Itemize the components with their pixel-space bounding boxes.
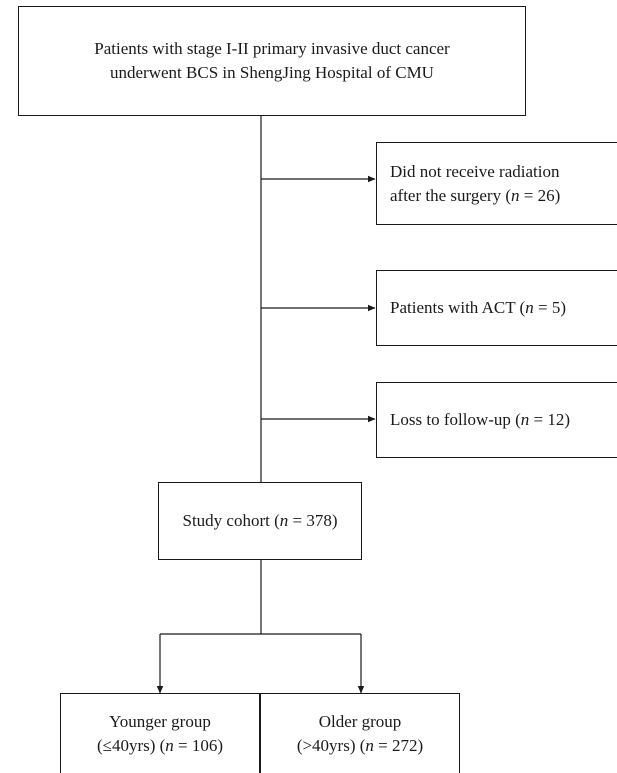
older-group-line-2: (>40yrs) (n = 272) [296,735,424,755]
exclusion-box-act: Patients with ACT (n = 5) [376,270,617,346]
study-cohort-text: Study cohort (n = 378) [182,511,338,530]
younger-group-line-2: (≤40yrs) (n = 106) [96,735,224,755]
top-box-line-2: underwent BCS in ShengJing Hospital of C… [110,63,434,82]
study-cohort-box: Study cohort (n = 378) [158,482,362,560]
exclusion-box-followup: Loss to follow-up (n = 12) [376,382,617,458]
top-box-line-1: Patients with stage I-II primary invasiv… [94,39,450,58]
exclusion-radiation-line-2: after the surgery (n = 26) [390,185,561,205]
older-group-box: Older group (>40yrs) (n = 272) [260,693,460,773]
exclusion-act-text: Patients with ACT (n = 5) [390,298,566,317]
exclusion-followup-text: Loss to follow-up (n = 12) [390,410,571,429]
younger-group-box: Younger group (≤40yrs) (n = 106) [60,693,260,773]
older-group-line-1: Older group [318,711,402,731]
younger-group-line-1: Younger group [109,711,211,731]
top-box-patients: Patients with stage I-II primary invasiv… [18,6,526,116]
exclusion-radiation-line-1: Did not receive radiation [390,161,560,181]
exclusion-box-radiation: Did not receive radiation after the surg… [376,142,617,225]
